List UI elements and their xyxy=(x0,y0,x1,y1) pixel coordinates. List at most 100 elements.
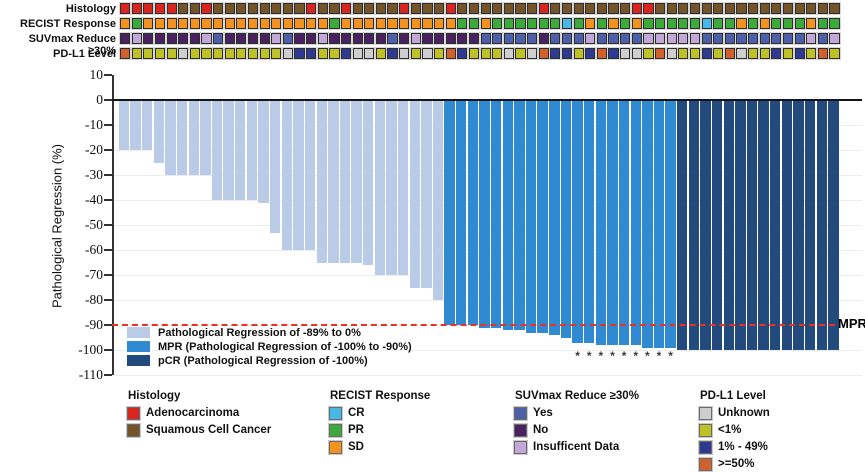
pdl1-square xyxy=(329,48,340,60)
zero-baseline xyxy=(112,98,862,101)
histology-square xyxy=(154,3,166,15)
pdl1-square xyxy=(573,48,584,60)
track-label-recist: RECIST Response xyxy=(20,18,116,30)
suvmax-square xyxy=(131,33,142,45)
track-label-suvmax: SUVmax Reduce ≥30% xyxy=(28,33,116,57)
suvmax-square xyxy=(294,33,305,45)
recist-square xyxy=(213,18,224,30)
pdl1-square xyxy=(643,48,654,60)
y-tick-label: 0 xyxy=(96,92,103,107)
recist-square xyxy=(771,18,782,30)
asterisk: * xyxy=(621,349,627,363)
bar xyxy=(735,100,746,350)
suvmax-square xyxy=(538,33,549,45)
histology-square xyxy=(724,3,735,15)
suvmax-square xyxy=(399,33,410,45)
pdl1-square xyxy=(364,48,375,60)
y-tick-label: -60 xyxy=(85,242,103,257)
recist-square xyxy=(166,18,177,30)
legend-title-histology: Histology xyxy=(128,390,181,402)
bar xyxy=(770,100,781,350)
y-tick xyxy=(104,174,112,176)
bar xyxy=(339,100,351,263)
recist-square xyxy=(236,18,247,30)
histology-square xyxy=(620,3,631,15)
suvmax-square xyxy=(666,33,677,45)
pdl1-square xyxy=(399,48,410,60)
suvmax-legend-swatch xyxy=(514,407,527,420)
pdl1-square xyxy=(178,48,189,60)
pdl1-legend-label: Unknown xyxy=(718,407,770,419)
histology-square xyxy=(375,3,387,15)
suvmax-square xyxy=(480,33,491,45)
recist-square xyxy=(817,18,828,30)
pdl1-square xyxy=(503,48,514,60)
histology-square xyxy=(631,3,642,15)
suvmax-square xyxy=(236,33,247,45)
suvmax-square xyxy=(643,33,654,45)
bar xyxy=(188,100,199,175)
recist-square xyxy=(503,18,514,30)
suvmax-square xyxy=(678,33,689,45)
suvmax-square xyxy=(561,33,573,45)
bar xyxy=(293,100,304,250)
recist-square xyxy=(317,18,328,30)
suvmax-square xyxy=(189,33,200,45)
suvmax-square xyxy=(829,33,840,45)
histology-square xyxy=(806,3,817,15)
bar xyxy=(642,100,653,348)
bar xyxy=(549,100,560,335)
y-tick-label: -80 xyxy=(85,292,103,307)
suvmax-square xyxy=(771,33,782,45)
histology-square xyxy=(654,3,666,15)
suvmax-square xyxy=(178,33,189,45)
bar xyxy=(502,100,513,330)
bar xyxy=(700,100,711,350)
pdl1-square xyxy=(445,48,456,60)
chart-legend-swatch-reg xyxy=(127,327,150,338)
suvmax-square xyxy=(213,33,224,45)
bar xyxy=(328,100,339,263)
recist-square xyxy=(724,18,735,30)
histology-legend-swatch xyxy=(127,424,140,437)
bar xyxy=(397,100,409,275)
recist-legend-label: PR xyxy=(348,424,364,436)
asterisk: * xyxy=(598,349,604,363)
pdl1-square xyxy=(724,48,735,60)
pdl1-square xyxy=(782,48,794,60)
histology-square xyxy=(364,3,375,15)
recist-legend-label: SD xyxy=(348,441,364,453)
pdl1-square xyxy=(271,48,282,60)
suvmax-square xyxy=(701,33,712,45)
pdl1-legend-swatch xyxy=(699,407,712,420)
recist-square xyxy=(736,18,747,30)
histology-square xyxy=(410,3,421,15)
pdl1-square xyxy=(306,48,317,60)
pdl1-square xyxy=(759,48,770,60)
recist-square xyxy=(410,18,421,30)
y-tick xyxy=(104,74,112,76)
pdl1-square xyxy=(143,48,154,60)
histology-square xyxy=(550,3,561,15)
recist-square xyxy=(794,18,805,30)
y-tick xyxy=(104,249,112,251)
suvmax-square xyxy=(434,33,445,45)
recist-square xyxy=(608,18,619,30)
y-tick-label: -40 xyxy=(85,192,103,207)
bar xyxy=(200,100,211,175)
histology-square xyxy=(282,3,293,15)
recist-square xyxy=(375,18,387,30)
histology-square xyxy=(271,3,282,15)
suvmax-square xyxy=(340,33,352,45)
asterisk: * xyxy=(645,349,650,363)
y-tick-label: 10 xyxy=(89,67,104,82)
pdl1-square xyxy=(736,48,747,60)
y-tick-label: -30 xyxy=(85,167,103,182)
histology-square xyxy=(294,3,305,15)
suvmax-square xyxy=(259,33,270,45)
suvmax-square xyxy=(166,33,177,45)
bar xyxy=(665,100,676,348)
y-tick xyxy=(104,124,112,126)
pdl1-legend-label: >=50% xyxy=(718,458,755,470)
recist-square xyxy=(573,18,584,30)
